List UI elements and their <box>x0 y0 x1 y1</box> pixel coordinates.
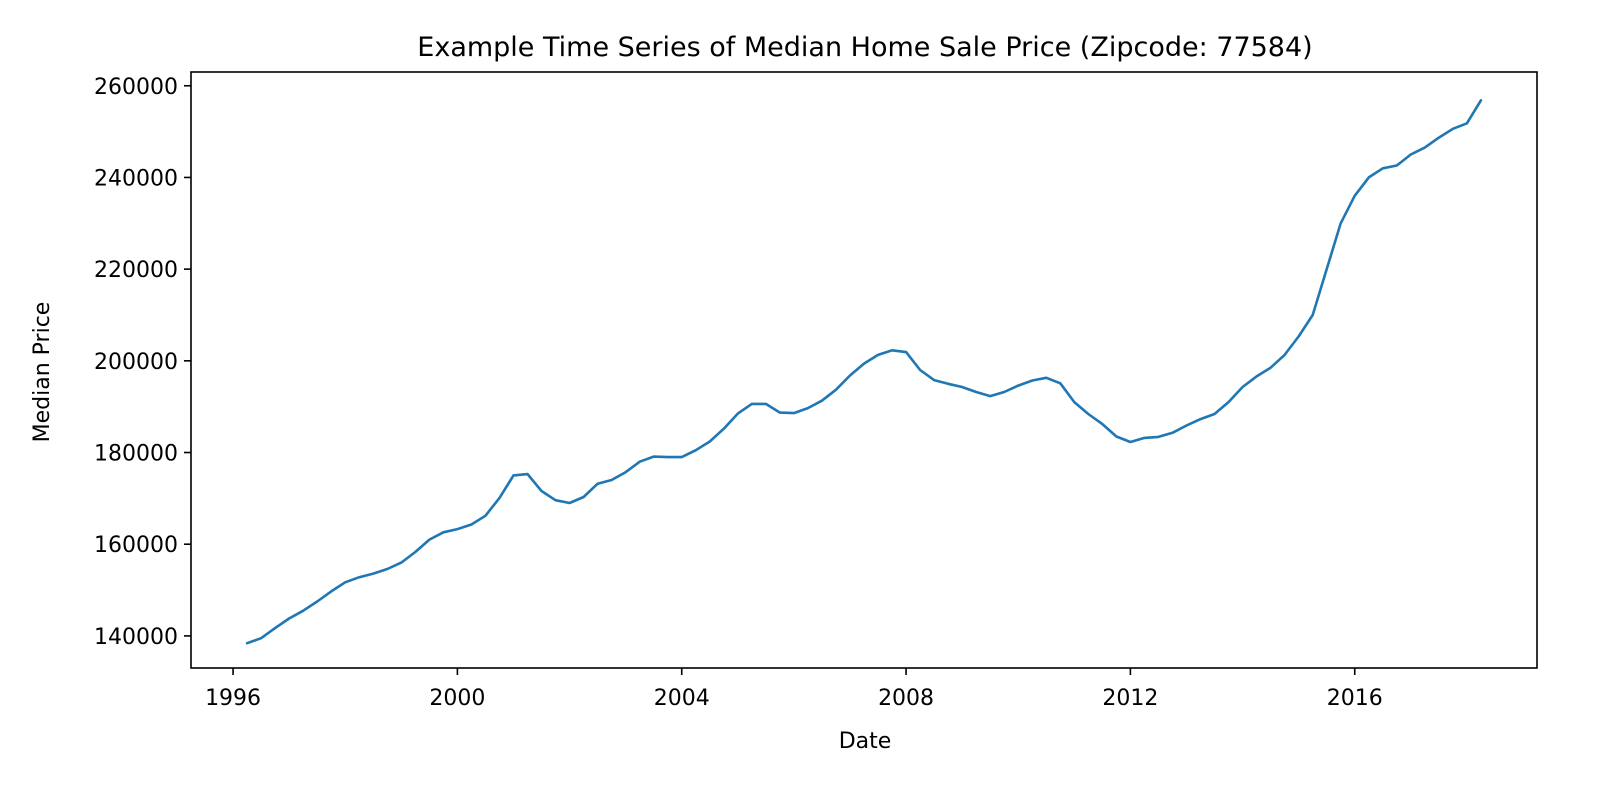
chart-title: Example Time Series of Median Home Sale … <box>417 32 1312 63</box>
y-axis-title: Median Price <box>30 302 55 443</box>
x-tick-label: 2016 <box>1327 686 1383 711</box>
x-tick-label: 2000 <box>429 686 485 711</box>
x-axis: 1996 2000 2004 2008 2012 2016 <box>205 668 1383 711</box>
axes-frame <box>190 71 1538 669</box>
y-tick-label: 140000 <box>94 625 178 650</box>
y-tick-label: 200000 <box>94 350 178 375</box>
y-axis: 140000 160000 180000 200000 220000 240000 2600… <box>94 75 191 650</box>
x-tick-label: 2008 <box>878 686 934 711</box>
y-tick-label: 220000 <box>94 258 178 283</box>
y-tick-label: 160000 <box>94 533 178 558</box>
y-tick-label: 260000 <box>94 75 178 100</box>
x-tick-label: 2012 <box>1102 686 1158 711</box>
plot-area <box>245 99 1483 645</box>
x-tick-label: 2004 <box>654 686 710 711</box>
y-tick-label: 180000 <box>94 442 178 467</box>
y-tick-label: 240000 <box>94 166 178 191</box>
series-line <box>245 99 1483 645</box>
x-axis-title: Date <box>839 729 892 754</box>
x-tick-label: 1996 <box>205 686 261 711</box>
